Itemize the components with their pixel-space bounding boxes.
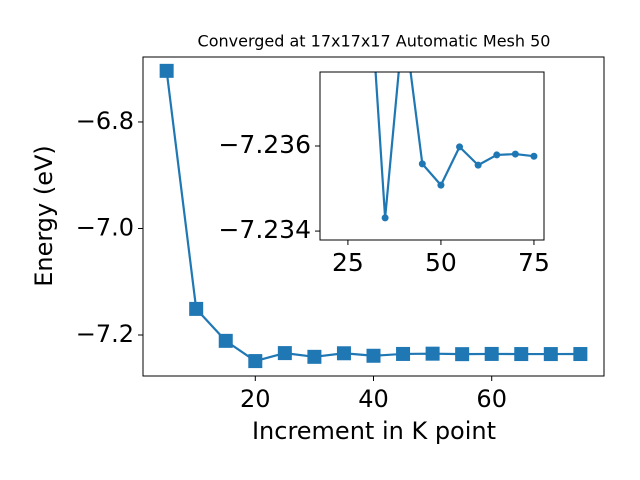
y-tick-label: −6.8	[76, 107, 134, 135]
data-point	[484, 346, 499, 361]
data-point	[159, 63, 174, 78]
data-point	[248, 354, 263, 369]
y-axis-label: Energy (eV)	[30, 145, 58, 287]
data-point	[277, 346, 292, 361]
data-point	[189, 301, 204, 316]
data-point	[573, 347, 588, 362]
data-point	[218, 333, 233, 348]
data-point	[493, 151, 501, 159]
axes-frame	[319, 71, 545, 241]
y-tick-label: −7.0	[76, 213, 134, 241]
data-point	[366, 348, 381, 363]
data-point	[336, 346, 351, 361]
x-tick-label: 50	[425, 248, 457, 277]
x-tick-label: 60	[476, 385, 507, 413]
data-point	[530, 152, 538, 160]
x-axis-label: Increment in K point	[252, 417, 496, 445]
data-point	[418, 160, 426, 168]
series-line	[374, 72, 535, 219]
plot-area	[159, 63, 588, 369]
data-point	[456, 143, 464, 151]
x-tick-label: 40	[358, 385, 389, 413]
data-point	[514, 347, 529, 362]
y-tick-label: −7.234	[218, 215, 311, 244]
data-point	[396, 346, 411, 361]
data-point	[543, 347, 558, 362]
axes-background	[320, 72, 544, 240]
data-point	[425, 346, 440, 361]
chart-title: Converged at 17x17x17 Automatic Mesh 50	[198, 32, 551, 51]
x-tick-label: 75	[518, 248, 550, 277]
x-tick-label: 20	[240, 385, 271, 413]
y-tick-label: −7.236	[218, 130, 311, 159]
data-point	[307, 349, 322, 364]
data-point	[381, 214, 389, 222]
plot-area	[374, 72, 538, 222]
data-point	[455, 347, 470, 362]
data-point	[474, 161, 482, 169]
data-point	[511, 150, 519, 158]
x-tick-label: 25	[332, 248, 364, 277]
y-tick-label: −7.2	[76, 320, 134, 348]
data-point	[437, 181, 445, 189]
